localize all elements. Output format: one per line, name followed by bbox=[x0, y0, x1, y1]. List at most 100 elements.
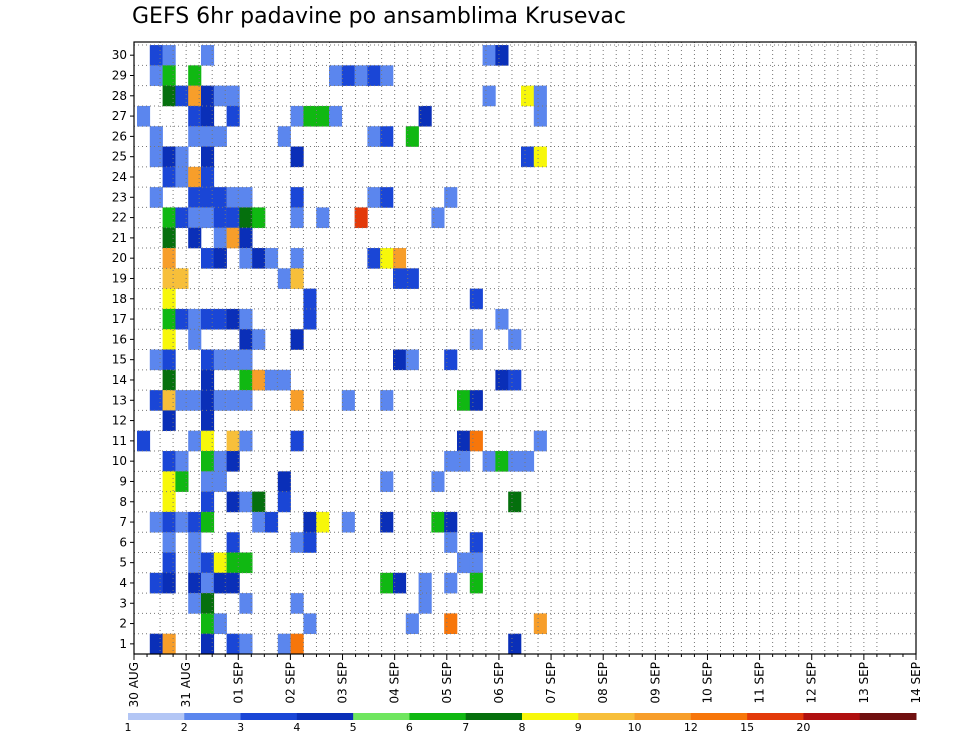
heat-cell bbox=[303, 532, 317, 553]
heat-cell bbox=[380, 511, 394, 533]
heat-cell bbox=[303, 105, 317, 127]
colorbar-swatch bbox=[409, 713, 467, 720]
y-tick-label: 28 bbox=[112, 89, 127, 103]
colorbar-label: 2 bbox=[181, 721, 188, 734]
heat-cell bbox=[469, 532, 483, 553]
heat-cell bbox=[482, 85, 496, 107]
heat-cell bbox=[316, 105, 330, 127]
x-tick-label: 14 SEP bbox=[909, 662, 923, 704]
heat-cell bbox=[265, 511, 279, 533]
heat-cell bbox=[380, 187, 394, 208]
heat-cell bbox=[213, 308, 227, 330]
heat-cell bbox=[341, 511, 355, 533]
heat-cell bbox=[277, 369, 291, 391]
heat-cell bbox=[290, 105, 304, 127]
heat-cell bbox=[239, 349, 253, 371]
y-tick-label: 10 bbox=[112, 454, 127, 468]
heat-cell bbox=[226, 491, 240, 513]
heat-cell bbox=[290, 633, 304, 655]
heat-cell bbox=[201, 430, 215, 452]
heat-cell bbox=[393, 349, 407, 371]
heat-cell bbox=[201, 451, 215, 472]
heat-cell bbox=[175, 166, 189, 188]
colorbar-label: 6 bbox=[406, 721, 413, 734]
heat-cell bbox=[137, 430, 151, 452]
y-tick-label: 20 bbox=[112, 251, 127, 265]
x-tick-label: 12 SEP bbox=[805, 662, 819, 704]
heat-cell bbox=[290, 329, 304, 350]
heat-cell bbox=[290, 593, 304, 614]
heat-cell bbox=[188, 207, 202, 229]
heat-cell bbox=[175, 390, 189, 411]
colorbar-label: 8 bbox=[519, 721, 526, 734]
heat-cell bbox=[175, 471, 189, 492]
heat-cell bbox=[188, 329, 202, 350]
heat-cell bbox=[303, 288, 317, 310]
heat-cell bbox=[367, 248, 381, 269]
heat-cell bbox=[201, 85, 215, 107]
chart-title: GEFS 6hr padavine po ansamblima Krusevac bbox=[132, 4, 626, 29]
heat-cell bbox=[508, 329, 522, 350]
heat-cell bbox=[188, 511, 202, 533]
heat-cell bbox=[162, 390, 176, 411]
heat-cell bbox=[188, 390, 202, 411]
heat-cell bbox=[495, 369, 509, 391]
heat-cell bbox=[329, 105, 343, 127]
heat-cell bbox=[405, 126, 419, 147]
heat-cell bbox=[149, 511, 163, 533]
heat-cell bbox=[354, 207, 368, 229]
heat-cell bbox=[201, 45, 215, 66]
heat-cell bbox=[469, 288, 483, 310]
heat-cell bbox=[380, 65, 394, 86]
colorbar-label: 20 bbox=[796, 721, 810, 734]
heat-cell bbox=[188, 593, 202, 614]
heat-cell bbox=[201, 471, 215, 492]
heat-cell bbox=[341, 65, 355, 86]
heat-cell bbox=[495, 308, 509, 330]
heat-cell bbox=[290, 248, 304, 269]
heat-cell bbox=[457, 451, 471, 472]
heat-cell bbox=[239, 430, 253, 452]
y-tick-label: 27 bbox=[112, 109, 127, 123]
heat-cell bbox=[482, 451, 496, 472]
heat-cell bbox=[188, 126, 202, 147]
y-tick-label: 23 bbox=[112, 190, 127, 204]
heat-cell bbox=[226, 451, 240, 472]
y-tick-label: 30 bbox=[112, 48, 127, 62]
heat-cell bbox=[303, 511, 317, 533]
colorbar-label: 7 bbox=[462, 721, 469, 734]
y-tick-label: 21 bbox=[112, 231, 127, 245]
y-tick-label: 24 bbox=[112, 170, 127, 184]
colorbar-swatch bbox=[803, 713, 861, 720]
heat-cell bbox=[162, 471, 176, 492]
heat-cell bbox=[188, 227, 202, 249]
heat-cell bbox=[431, 207, 445, 229]
heat-cell bbox=[201, 207, 215, 229]
x-tick-label: 31 AUG bbox=[179, 662, 193, 707]
heat-cell bbox=[149, 126, 163, 147]
heat-cell bbox=[418, 593, 432, 614]
y-tick-label: 11 bbox=[112, 434, 127, 448]
heat-cell bbox=[239, 187, 253, 208]
heat-cell bbox=[213, 207, 227, 229]
heat-cell bbox=[149, 572, 163, 594]
x-tick-label: 05 SEP bbox=[440, 662, 454, 704]
heat-cell bbox=[201, 511, 215, 533]
y-tick-label: 2 bbox=[119, 617, 127, 631]
x-tick-label: 11 SEP bbox=[753, 662, 767, 704]
heat-cell bbox=[201, 633, 215, 655]
heat-cell bbox=[277, 471, 291, 492]
heat-cell bbox=[201, 308, 215, 330]
heat-cell bbox=[521, 146, 535, 168]
heat-cell bbox=[188, 430, 202, 452]
heat-cell bbox=[239, 227, 253, 249]
heat-cell bbox=[469, 430, 483, 452]
heat-cell bbox=[405, 613, 419, 635]
heat-cell bbox=[521, 85, 535, 107]
heat-cell bbox=[162, 572, 176, 594]
heat-cell bbox=[316, 207, 330, 229]
heat-cell bbox=[444, 572, 458, 594]
heat-cell bbox=[149, 349, 163, 371]
heat-cell bbox=[201, 593, 215, 614]
